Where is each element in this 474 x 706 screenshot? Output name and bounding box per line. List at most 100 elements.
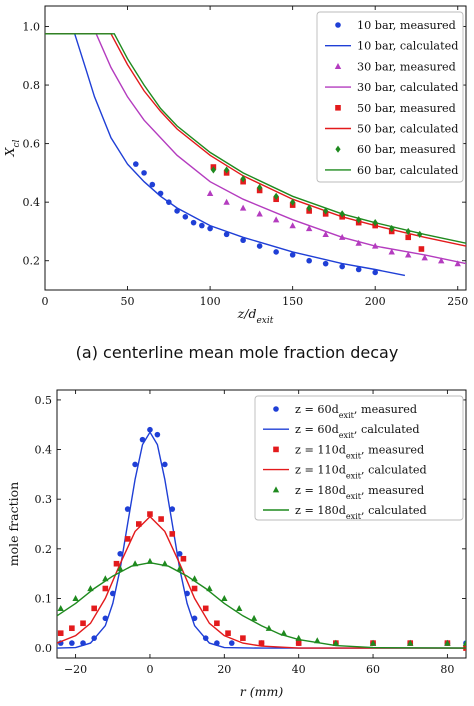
- series-b-2-point: [295, 640, 302, 646]
- series-b-2-point: [225, 630, 231, 636]
- x-tick-label: 200: [365, 295, 386, 308]
- legend-label: z = 110dexit, calculated: [295, 464, 427, 481]
- series-b-2-point: [124, 536, 131, 542]
- series-a-0-point: [289, 252, 296, 258]
- legend-marker: [335, 105, 341, 111]
- legend-label: z = 110dexit, measured: [295, 443, 424, 460]
- chart-b: −20 0 20 40 60 80 0.0 0.1 0.2 0.3 0.4 0.5 r (mm) mole…: [6, 389, 467, 699]
- y-tick-label: 0.8: [23, 79, 41, 92]
- y-tick-label: 0.4: [23, 196, 41, 209]
- series-b-2-point: [191, 585, 198, 592]
- series-b-0-point: [69, 640, 75, 646]
- y-tick-label: 1.0: [23, 20, 41, 33]
- series-a-2-point: [454, 260, 461, 267]
- series-a-0-point: [322, 260, 329, 267]
- y-tick-label: 0.0: [35, 642, 53, 655]
- legend-label: z = 60dexit, calculated: [295, 423, 420, 440]
- plot-frame: [56, 389, 467, 659]
- y-axis-label: Xcl: [2, 139, 22, 157]
- plot-frame: [44, 5, 467, 291]
- series-b-0-point: [162, 461, 168, 468]
- series-b-3-line: [57, 515, 466, 649]
- series-a-6-point: [417, 230, 423, 238]
- x-tick-label: 0: [146, 663, 153, 676]
- legend-label: z = 60dexit, measured: [295, 403, 417, 420]
- series-a-4-point: [418, 246, 425, 252]
- series-a-6-point: [323, 207, 329, 215]
- series-a-2-point: [206, 189, 214, 196]
- legend-label: 60 bar, calculated: [357, 164, 458, 177]
- series-b-4-point: [444, 639, 451, 646]
- series-a-2-point: [305, 225, 313, 232]
- series-b-0-point: [169, 506, 176, 512]
- series-b-4-point: [407, 639, 414, 646]
- series-b-0-point: [147, 426, 153, 433]
- series-a-2-point: [272, 216, 280, 223]
- series-b-2-point: [69, 625, 75, 632]
- series-a-2-point: [405, 251, 412, 258]
- x-tick-label: 250: [447, 295, 468, 308]
- x-tick-label: 150: [282, 295, 303, 308]
- x-tick-label: −20: [64, 663, 87, 676]
- legend-marker: [272, 486, 280, 493]
- series-b-2-point: [240, 635, 246, 641]
- series-a-3-line: [45, 33, 466, 265]
- y-tick-label: 0.2: [35, 543, 53, 556]
- series-a-6-point: [405, 227, 411, 236]
- y-tick-label: 0.4: [35, 444, 53, 457]
- series-b-4-point: [72, 595, 79, 602]
- series-a-0-point: [174, 208, 180, 214]
- series-b-0-point: [176, 550, 183, 557]
- series-b-4-point: [250, 614, 258, 621]
- series-b-2-point: [136, 521, 142, 527]
- series-b-0-point: [132, 461, 138, 468]
- series-a-0-point: [141, 170, 147, 176]
- series-b-2-point: [102, 585, 109, 592]
- series-b-4-point: [462, 639, 466, 646]
- series-b-2-point: [80, 620, 86, 627]
- series-a-6-point: [273, 192, 279, 200]
- series-a-0-point: [273, 249, 279, 255]
- series-a-2-point: [239, 204, 247, 211]
- x-tick-label: 60: [366, 663, 380, 676]
- series-a-6-point: [306, 204, 312, 212]
- series-b-1-line: [57, 430, 466, 649]
- series-a-0-point: [199, 222, 205, 229]
- legend-label: 30 bar, measured: [357, 60, 456, 73]
- x-tick-label: 80: [440, 663, 454, 676]
- series-b-4-point: [332, 639, 340, 646]
- series-a-2-point: [438, 257, 445, 264]
- series-a-0-point: [256, 243, 263, 249]
- series-a-0-point: [355, 266, 362, 273]
- legend: 10 bar, measured 10 bar, calculated 30 bar…: [316, 11, 464, 183]
- chart-a: 0 50 100 150 200 250 0.2 0.4 0.6 0.8 1.0 z/dexit Xcl…: [2, 5, 468, 326]
- legend-label: z = 180dexit, calculated: [295, 504, 427, 521]
- series-a-7-line: [45, 33, 466, 244]
- x-tick-label: 100: [200, 295, 221, 308]
- legend-marker: [335, 22, 341, 28]
- legend-marker: [273, 406, 279, 412]
- legend-marker: [273, 446, 279, 453]
- series-a-2-point: [421, 254, 428, 261]
- series-a-2-point: [355, 239, 362, 246]
- series-a-1-line: [45, 33, 406, 277]
- series-a-0-point: [372, 269, 378, 276]
- series-b-2-point: [91, 605, 97, 612]
- series-a-0-point: [240, 237, 246, 244]
- y-tick-label: 0.6: [23, 138, 41, 151]
- legend: z = 60dexit, measured z = 60dexit, calcul…: [254, 395, 464, 521]
- legend-label: 50 bar, calculated: [357, 123, 458, 136]
- x-tick-label: 40: [292, 663, 306, 676]
- y-tick-label: 0.1: [35, 592, 53, 605]
- series-a-2-point: [388, 248, 395, 255]
- x-tick-label: 0: [42, 295, 49, 308]
- series-a-6-point: [257, 183, 263, 192]
- series-b-2-point: [147, 511, 153, 517]
- legend-marker: [335, 145, 341, 153]
- y-tick-label: 0.5: [35, 394, 53, 407]
- series-a-2-point: [256, 210, 263, 217]
- series-b-4-point: [57, 604, 64, 611]
- series-b-4-point: [176, 565, 183, 572]
- series-b-2-point: [202, 605, 209, 612]
